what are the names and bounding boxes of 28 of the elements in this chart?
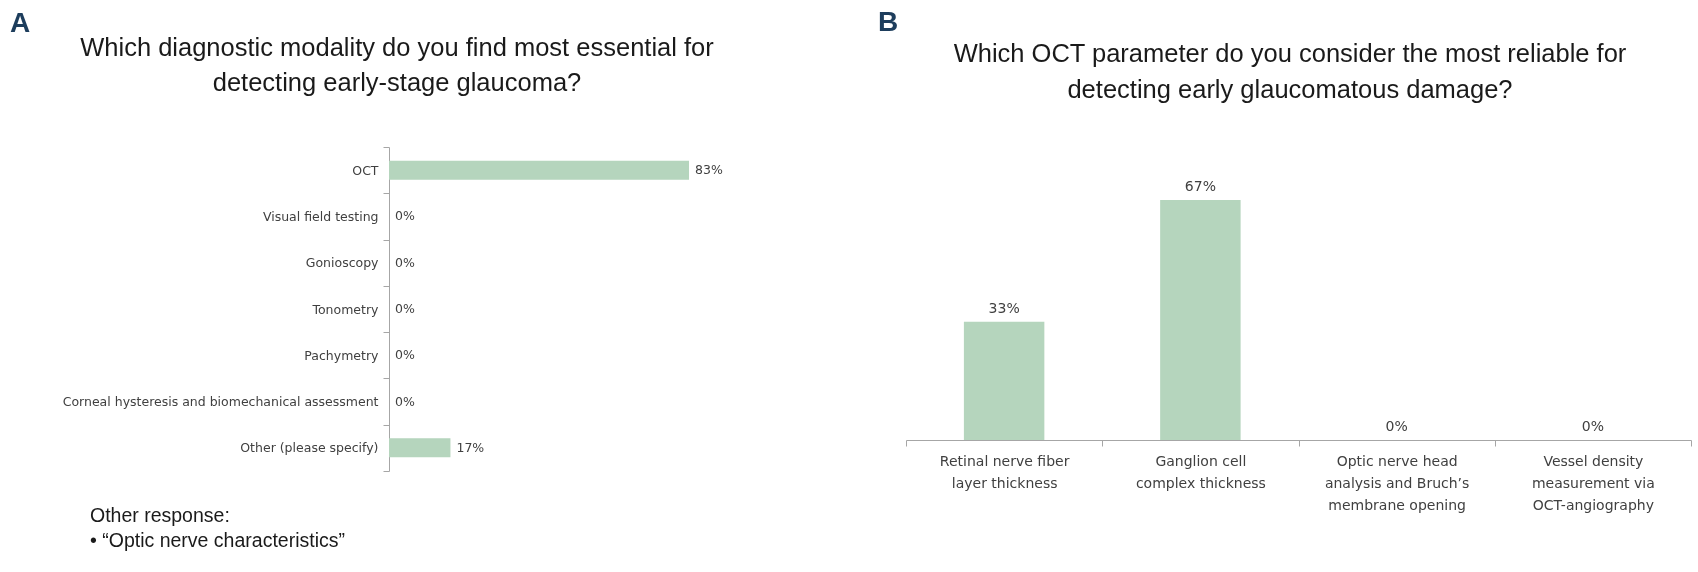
y-tick-label: Other (please specify) bbox=[240, 440, 379, 456]
text: A bbox=[9, 7, 31, 38]
y-tick-label: Gonioscopy bbox=[305, 255, 380, 271]
y-tick-label: Visual field testing bbox=[262, 208, 379, 224]
x-tick-label: Optic nerve head analysis and Bruch’s membrane opening bbox=[1324, 452, 1470, 513]
x-tick-label: Retinal nerve fiber layer thickness bbox=[939, 452, 1070, 491]
text: • “Optic nerve characteristics” bbox=[90, 529, 345, 551]
data-label: 67% bbox=[1184, 178, 1216, 194]
data-label: 33% bbox=[988, 299, 1020, 316]
y-tick-label: OCT bbox=[352, 162, 379, 178]
data-label: 0% bbox=[395, 393, 415, 409]
text: Other response: bbox=[90, 504, 230, 526]
data-label: 0% bbox=[395, 301, 415, 316]
x-tick-label: Ganglion cell complex thickness bbox=[1135, 452, 1266, 491]
chart-title: Which diagnostic modality do you find most essential for detecting early-stage glaucoma? bbox=[80, 33, 715, 96]
data-label: 83% bbox=[695, 162, 723, 178]
y-tick-label: Pachymetry bbox=[304, 347, 380, 363]
data-label: 17% bbox=[456, 439, 485, 455]
chart-title: Which OCT parameter do you consider the most reliable for detecting early glaucomatous damage? bbox=[953, 39, 1627, 103]
data-label: 0% bbox=[1385, 418, 1408, 434]
data-label: 0% bbox=[395, 208, 415, 224]
data-label: 0% bbox=[395, 254, 415, 270]
y-tick-label: Corneal hysteresis and biomechanical assessment bbox=[62, 394, 379, 410]
text: B bbox=[877, 6, 899, 37]
y-tick-label: Tonometry bbox=[311, 301, 380, 317]
data-label: 0% bbox=[1581, 418, 1604, 434]
x-tick-label: Vessel density measurement via OCT-angiography bbox=[1531, 452, 1655, 513]
data-label: 0% bbox=[395, 347, 415, 363]
